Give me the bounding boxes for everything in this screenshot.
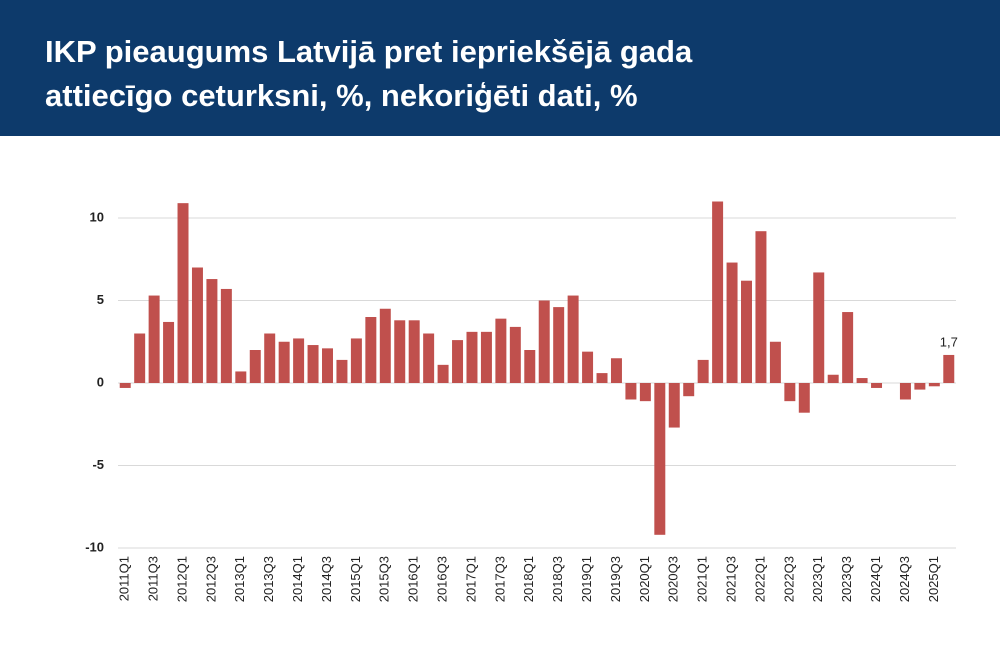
bar: [610, 358, 622, 383]
bar: [480, 331, 492, 383]
bar: [798, 383, 810, 413]
bar: [148, 295, 160, 383]
bar: [119, 383, 131, 388]
bar: [336, 359, 348, 383]
x-tick-label: 2018Q3: [550, 556, 565, 602]
y-tick-label: 0: [97, 374, 104, 389]
bar: [379, 308, 391, 383]
bar: [769, 341, 781, 383]
bar: [712, 201, 724, 383]
x-tick-label: 2023Q3: [839, 556, 854, 602]
x-tick-label: 2023Q1: [810, 556, 825, 602]
y-tick-label: -10: [85, 539, 104, 554]
bar: [206, 279, 218, 383]
bar: [582, 351, 594, 383]
x-tick-label: 2014Q1: [290, 556, 305, 602]
bar: [654, 383, 666, 535]
bar: [871, 383, 883, 388]
x-tick-label: 2024Q3: [897, 556, 912, 602]
bar: [914, 383, 926, 390]
x-tick-label: 2013Q3: [261, 556, 276, 602]
x-tick-label: 2011Q1: [117, 556, 132, 601]
bar: [683, 383, 695, 397]
header: IKP pieaugums Latvijā pret iepriekšējā g…: [0, 0, 1000, 136]
bar: [408, 320, 420, 383]
bar: [639, 383, 651, 402]
x-tick-label: 2020Q1: [637, 556, 652, 602]
x-tick-label: 2015Q3: [377, 556, 392, 602]
bar: [899, 383, 911, 400]
x-tick-label: 2013Q1: [232, 556, 247, 602]
x-tick-label: 2025Q1: [926, 556, 941, 602]
x-tick-label: 2019Q3: [608, 556, 623, 602]
x-tick-label: 2022Q3: [781, 556, 796, 602]
bar: [134, 333, 146, 383]
bar: [423, 333, 435, 383]
chart-title: IKP pieaugums Latvijā pret iepriekšējā g…: [45, 34, 693, 113]
bar: [524, 350, 536, 383]
bar: [726, 262, 738, 383]
x-tick-label: 2022Q1: [752, 556, 767, 602]
x-tick-label: 2014Q3: [319, 556, 334, 602]
x-tick-label: 2019Q1: [579, 556, 594, 602]
bar: [177, 203, 189, 383]
x-tick-label: 2015Q1: [348, 556, 363, 602]
bar: [943, 354, 955, 383]
x-tick-label: 2017Q3: [492, 556, 507, 602]
y-tick-label: 5: [97, 292, 104, 307]
x-tick-label: 2024Q1: [868, 556, 883, 602]
bar: [625, 383, 637, 400]
y-tick-label: 10: [90, 209, 104, 224]
bar: [856, 378, 868, 383]
bar: [437, 364, 449, 383]
x-tick-label: 2021Q1: [695, 556, 710, 602]
x-tick-label: 2016Q1: [406, 556, 421, 602]
bar: [596, 373, 608, 383]
bar: [567, 295, 579, 383]
bar: [307, 345, 319, 383]
x-tick-label: 2012Q1: [174, 556, 189, 602]
bar: [553, 307, 565, 383]
bar: [322, 348, 333, 383]
y-tick-label: -5: [92, 457, 104, 472]
bar: [350, 338, 362, 383]
bar: [191, 267, 203, 383]
bar: [741, 280, 752, 383]
bar: [235, 371, 247, 383]
bar: [755, 231, 767, 383]
bar: [466, 331, 478, 383]
bar: [842, 312, 854, 383]
x-tick-label: 2018Q1: [521, 556, 536, 602]
x-tick-label: 2016Q3: [435, 556, 450, 602]
bar: [784, 383, 796, 402]
bar: [538, 300, 550, 383]
bar: [668, 383, 680, 428]
x-tick-label: 2011Q3: [146, 556, 161, 601]
bar: [495, 318, 507, 383]
bar: [249, 350, 261, 383]
bar: [163, 321, 175, 383]
x-tick-label: 2020Q3: [666, 556, 681, 602]
bar: [394, 320, 406, 383]
bar: [509, 326, 521, 383]
bar: [813, 272, 825, 383]
bar: [827, 374, 839, 383]
bar: [220, 288, 232, 383]
x-tick-label: 2017Q1: [463, 556, 478, 602]
data-label: 1,7: [940, 334, 958, 349]
bar: [928, 383, 940, 387]
bar: [452, 340, 464, 383]
bar: [264, 333, 276, 383]
bar: [365, 317, 377, 383]
x-tick-label: 2012Q3: [203, 556, 218, 602]
x-tick-label: 2021Q3: [723, 556, 738, 602]
bar: [278, 341, 290, 383]
bar: [697, 359, 709, 383]
bar: [293, 338, 305, 383]
